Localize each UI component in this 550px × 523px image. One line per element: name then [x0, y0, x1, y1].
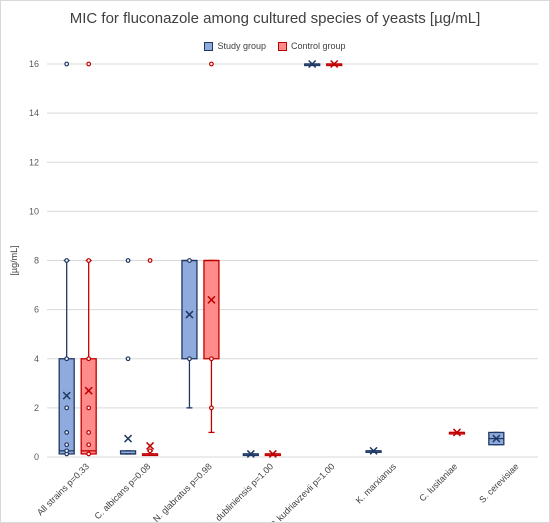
mean-marker	[185, 310, 194, 319]
mean-marker	[308, 59, 317, 69]
data-point	[64, 61, 70, 67]
data-point	[125, 356, 131, 362]
x-tick-label: K. marxianus	[354, 461, 399, 506]
y-tick-label: 16	[29, 59, 39, 69]
mean-marker	[84, 386, 93, 395]
x-tick-label: All strains p=0.33	[35, 461, 91, 517]
y-axis-label: [µg/mL]	[9, 245, 19, 275]
legend-item-study: Study group	[204, 41, 266, 51]
data-point	[125, 258, 131, 263]
data-point	[187, 258, 192, 263]
data-point	[187, 356, 192, 362]
data-point	[64, 430, 70, 435]
legend-swatch-control	[278, 41, 287, 51]
x-tick-label: C. lusitaniae	[417, 461, 459, 503]
x-tick-label: P. kudriavzevii p=1.00	[268, 461, 337, 522]
data-point	[209, 61, 214, 67]
mean-marker	[492, 434, 501, 443]
data-point	[86, 442, 92, 448]
y-tick-label: 14	[29, 108, 39, 118]
x-tick-label: C. albicans p=0.08	[93, 461, 153, 521]
y-tick-label: 12	[29, 157, 39, 167]
x-tick-label: C. dubliniensis p=1.00	[205, 461, 275, 522]
mean-marker	[330, 59, 339, 69]
data-point	[64, 258, 70, 263]
y-tick-label: 2	[34, 403, 39, 413]
data-point	[64, 442, 70, 448]
y-tick-label: 0	[34, 452, 39, 462]
data-point	[64, 448, 70, 454]
data-point	[64, 356, 70, 362]
mean-marker	[246, 449, 255, 458]
legend-item-control: Control group	[278, 41, 346, 51]
x-tick-label: N. glabratus p=0.98	[151, 461, 214, 522]
data-point	[209, 356, 214, 362]
x-tick-label: S. cerevisiae	[477, 461, 521, 505]
legend-swatch-study	[204, 41, 214, 51]
y-tick-label: 10	[29, 206, 39, 216]
y-tick-label: 8	[34, 256, 39, 266]
mean-marker	[207, 295, 216, 304]
box	[181, 259, 198, 360]
mean-marker	[146, 441, 155, 450]
mean-marker	[62, 391, 71, 400]
data-point	[86, 258, 92, 263]
mean-marker	[124, 434, 133, 443]
mean-marker	[268, 449, 277, 458]
legend-label-study: Study group	[217, 41, 266, 51]
data-point	[86, 356, 92, 362]
box	[203, 259, 220, 360]
data-point	[64, 405, 70, 411]
data-point	[147, 448, 153, 454]
mean-marker	[369, 446, 378, 455]
data-point	[86, 61, 92, 67]
data-point	[209, 405, 214, 411]
data-point	[86, 451, 92, 457]
y-tick-label: 6	[34, 305, 39, 315]
chart-legend: Study group Control group	[1, 41, 549, 51]
data-point	[86, 430, 92, 435]
data-point	[86, 405, 92, 411]
y-tick-label: 4	[34, 354, 39, 364]
data-point	[147, 258, 153, 263]
legend-label-control: Control group	[291, 41, 346, 51]
mean-marker	[452, 428, 461, 437]
chart-title: MIC for fluconazole among cultured speci…	[69, 10, 481, 27]
